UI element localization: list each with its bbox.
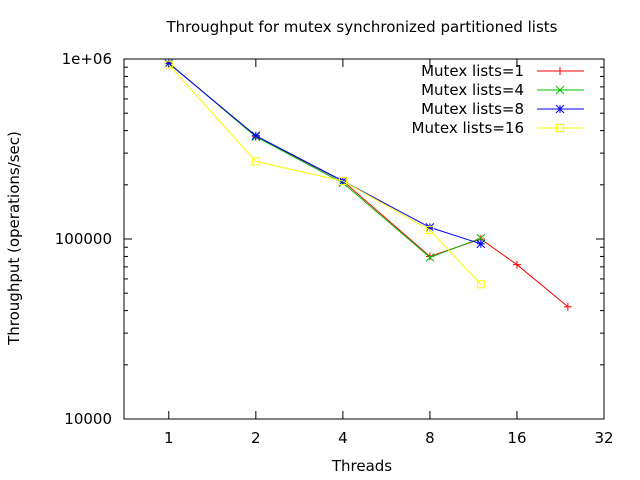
y-tick-label: 1e+06 xyxy=(62,50,112,68)
y-tick-label: 100000 xyxy=(55,230,112,248)
x-tick-label: 8 xyxy=(425,429,435,447)
data-point xyxy=(251,131,261,141)
legend-entry: Mutex lists=4 xyxy=(421,81,584,99)
legend-entry: Mutex lists=1 xyxy=(421,62,584,80)
legend-label: Mutex lists=4 xyxy=(421,81,524,99)
series-4 xyxy=(164,60,485,289)
x-tick-label: 16 xyxy=(507,429,526,447)
data-point xyxy=(251,157,260,166)
data-point xyxy=(476,280,485,289)
legend-label: Mutex lists=16 xyxy=(412,119,524,137)
x-tick-label: 1 xyxy=(164,429,174,447)
y-tick-label: 10000 xyxy=(64,410,112,428)
x-tick-label: 2 xyxy=(251,429,261,447)
legend-label: Mutex lists=1 xyxy=(421,62,524,80)
data-point xyxy=(425,253,435,262)
x-tick-label: 4 xyxy=(338,429,348,447)
legend-label: Mutex lists=8 xyxy=(421,100,524,118)
legend-entry: Mutex lists=8 xyxy=(421,100,584,118)
data-point xyxy=(556,67,564,75)
x-tick-label: 32 xyxy=(594,429,613,447)
data-point xyxy=(555,104,565,114)
data-point xyxy=(555,85,565,95)
series-line xyxy=(168,64,482,285)
data-point xyxy=(164,60,173,69)
data-point xyxy=(425,226,434,235)
plot-area xyxy=(164,58,572,311)
data-point xyxy=(556,124,564,132)
data-point xyxy=(164,59,174,68)
plot-frame xyxy=(123,58,605,420)
data-point xyxy=(563,302,572,311)
data-point xyxy=(512,260,521,269)
data-point xyxy=(476,239,486,249)
y-axis-label: Throughput (operations/sec) xyxy=(5,131,23,346)
data-point xyxy=(338,177,347,186)
legend-entry: Mutex lists=16 xyxy=(412,119,584,137)
x-axis-label: Threads xyxy=(331,457,392,475)
chart-title: Throughput for mutex synchronized partit… xyxy=(166,18,558,36)
axes: 1 2 4 8 16 32 10000 100000 1e+06 xyxy=(55,50,614,447)
